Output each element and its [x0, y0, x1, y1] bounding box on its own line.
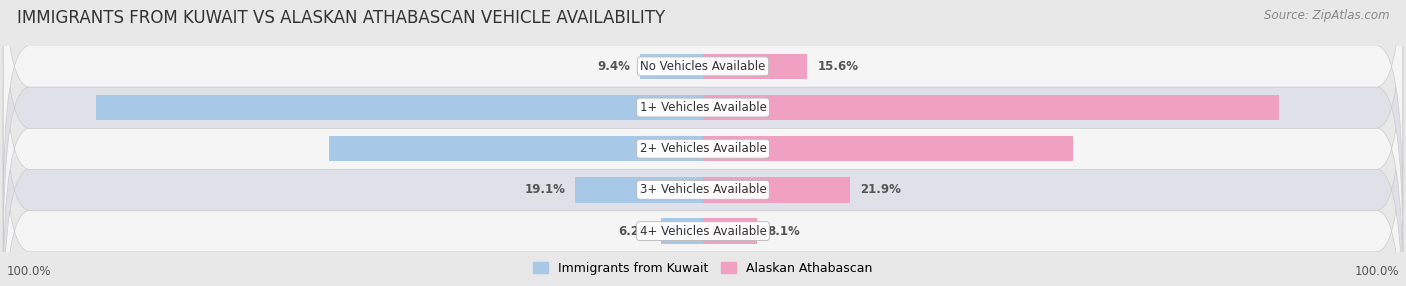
Text: 1+ Vehicles Available: 1+ Vehicles Available — [640, 101, 766, 114]
Text: 2+ Vehicles Available: 2+ Vehicles Available — [640, 142, 766, 155]
Text: 90.7%: 90.7% — [648, 101, 689, 114]
FancyBboxPatch shape — [3, 46, 1403, 286]
Text: 100.0%: 100.0% — [1354, 265, 1399, 278]
Text: 19.1%: 19.1% — [524, 183, 565, 196]
Text: 21.9%: 21.9% — [859, 183, 901, 196]
Bar — [703, 177, 849, 203]
Bar — [640, 53, 703, 79]
Bar — [703, 136, 1073, 162]
Text: 86.0%: 86.0% — [717, 101, 758, 114]
Legend: Immigrants from Kuwait, Alaskan Athabascan: Immigrants from Kuwait, Alaskan Athabasc… — [529, 257, 877, 280]
Text: 4+ Vehicles Available: 4+ Vehicles Available — [640, 225, 766, 238]
Bar — [575, 177, 703, 203]
FancyBboxPatch shape — [3, 87, 1403, 286]
Bar — [661, 218, 703, 244]
Text: No Vehicles Available: No Vehicles Available — [640, 60, 766, 73]
Bar — [329, 136, 703, 162]
Text: 8.1%: 8.1% — [768, 225, 800, 238]
Text: 3+ Vehicles Available: 3+ Vehicles Available — [640, 183, 766, 196]
Text: IMMIGRANTS FROM KUWAIT VS ALASKAN ATHABASCAN VEHICLE AVAILABILITY: IMMIGRANTS FROM KUWAIT VS ALASKAN ATHABA… — [17, 9, 665, 27]
Bar — [703, 95, 1279, 120]
FancyBboxPatch shape — [3, 0, 1403, 210]
Text: Source: ZipAtlas.com: Source: ZipAtlas.com — [1264, 9, 1389, 21]
Text: 15.6%: 15.6% — [817, 60, 859, 73]
Bar — [703, 218, 758, 244]
Bar — [703, 53, 807, 79]
Text: 100.0%: 100.0% — [7, 265, 52, 278]
Text: 6.2%: 6.2% — [619, 225, 651, 238]
FancyBboxPatch shape — [3, 0, 1403, 251]
Text: 55.2%: 55.2% — [717, 142, 758, 155]
Text: 9.4%: 9.4% — [598, 60, 630, 73]
FancyBboxPatch shape — [3, 5, 1403, 286]
Text: 55.8%: 55.8% — [648, 142, 689, 155]
Bar — [96, 95, 703, 120]
